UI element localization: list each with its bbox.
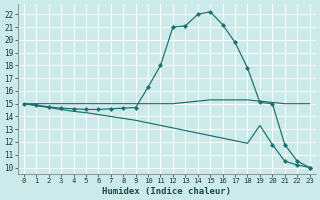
X-axis label: Humidex (Indice chaleur): Humidex (Indice chaleur) [102,187,231,196]
